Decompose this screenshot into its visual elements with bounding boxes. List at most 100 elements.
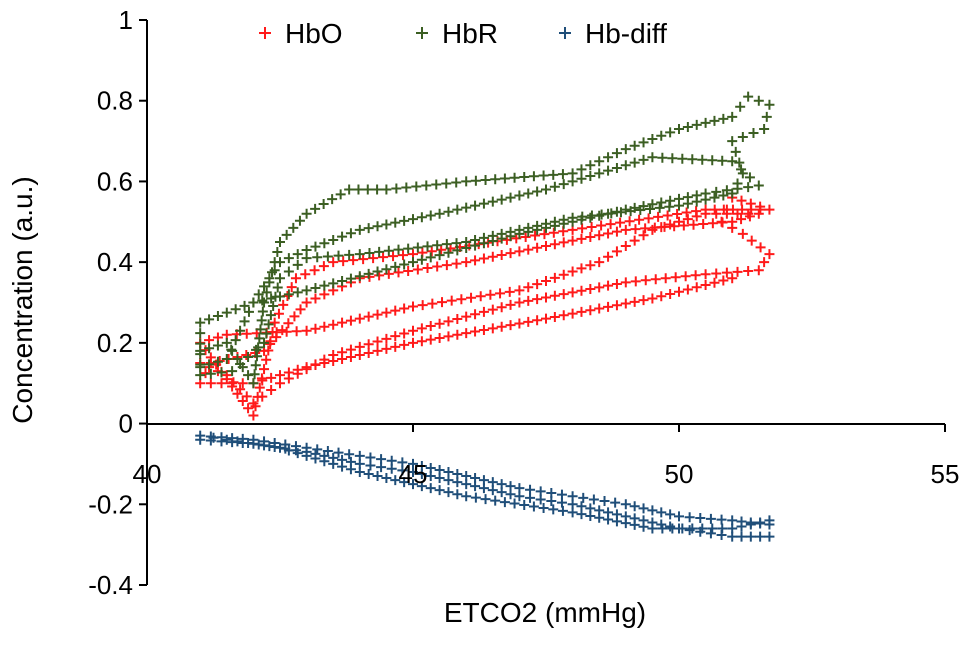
data-point (292, 259, 303, 270)
data-point (301, 297, 312, 308)
data-point (656, 130, 667, 141)
data-point (232, 436, 243, 447)
data-point (585, 510, 596, 521)
data-point (328, 278, 339, 289)
data-point (195, 349, 206, 360)
data-point (615, 217, 626, 228)
data-point (432, 261, 443, 272)
data-point (227, 366, 238, 377)
data-point (746, 235, 757, 246)
data-point (541, 241, 551, 251)
data-point (354, 349, 365, 360)
data-point (312, 444, 323, 455)
data-point (257, 375, 268, 386)
data-point (195, 328, 206, 339)
data-point (470, 200, 481, 211)
data-point (532, 186, 543, 197)
data-point (480, 494, 491, 505)
data-point (205, 368, 216, 379)
data-point (441, 239, 452, 250)
data-point (408, 479, 418, 490)
data-point (594, 257, 605, 268)
data-point (372, 309, 383, 320)
data-point (487, 235, 498, 246)
data-point (344, 449, 355, 460)
data-point (372, 184, 383, 195)
x-ticks: 40 45 50 55 (133, 424, 960, 489)
data-point (461, 311, 472, 322)
data-point (212, 356, 223, 367)
data-point (434, 485, 445, 496)
data-point (611, 300, 622, 311)
data-point (577, 223, 588, 234)
data-point (372, 345, 383, 356)
data-point (620, 298, 631, 309)
data-point (558, 269, 569, 280)
data-point (381, 219, 392, 230)
data-point (634, 214, 645, 225)
data-point (390, 341, 401, 352)
data-point (273, 308, 284, 319)
data-point (505, 248, 516, 259)
data-point (470, 240, 481, 251)
data-point (727, 156, 738, 167)
data-point (727, 523, 738, 534)
data-point (470, 473, 481, 484)
data-point (735, 101, 746, 112)
data-point (265, 339, 276, 350)
data-point (523, 295, 534, 306)
data-point (319, 238, 330, 249)
data-point (753, 95, 764, 106)
data-point (487, 251, 498, 262)
data-point (364, 247, 375, 258)
data-point (283, 289, 294, 300)
data-point (390, 261, 401, 272)
data-point (312, 252, 323, 263)
data-point (333, 447, 344, 458)
data-point (425, 334, 436, 345)
data-point (647, 505, 658, 516)
data-point (514, 318, 525, 329)
data-point (253, 439, 264, 450)
x-tick-label: 55 (931, 459, 960, 489)
data-point (318, 261, 329, 272)
data-point (363, 223, 374, 234)
data-point (259, 281, 270, 292)
data-point (659, 221, 670, 232)
data-point (416, 323, 427, 334)
legend-item-hb-diff: Hb-diff (559, 18, 667, 49)
data-point (391, 183, 402, 194)
data-point (674, 193, 684, 204)
data-point (478, 253, 489, 264)
legend-item-hbo: HbO (259, 18, 343, 49)
data-point (319, 280, 330, 291)
data-point (629, 501, 640, 512)
data-point (687, 523, 698, 534)
data-point (603, 301, 614, 312)
data-point (310, 360, 321, 371)
data-point (266, 293, 277, 304)
data-point (275, 257, 285, 268)
data-point (707, 523, 718, 534)
data-point (697, 154, 708, 165)
data-point (505, 481, 516, 492)
data-point (523, 316, 534, 327)
data-point (248, 434, 259, 445)
data-point (416, 212, 427, 223)
data-point (603, 251, 614, 262)
data-point (695, 513, 706, 524)
data-point (434, 208, 445, 219)
data-point (292, 287, 303, 298)
data-point (717, 217, 728, 228)
data-point (259, 364, 270, 375)
data-point (585, 260, 596, 271)
legend-marker (416, 27, 428, 39)
data-point (248, 410, 259, 421)
data-point (538, 502, 549, 513)
data-point (620, 518, 631, 529)
data-point (333, 250, 344, 261)
data-point (212, 310, 223, 321)
data-point (268, 300, 279, 311)
data-point (698, 218, 709, 229)
data-point (319, 289, 330, 300)
